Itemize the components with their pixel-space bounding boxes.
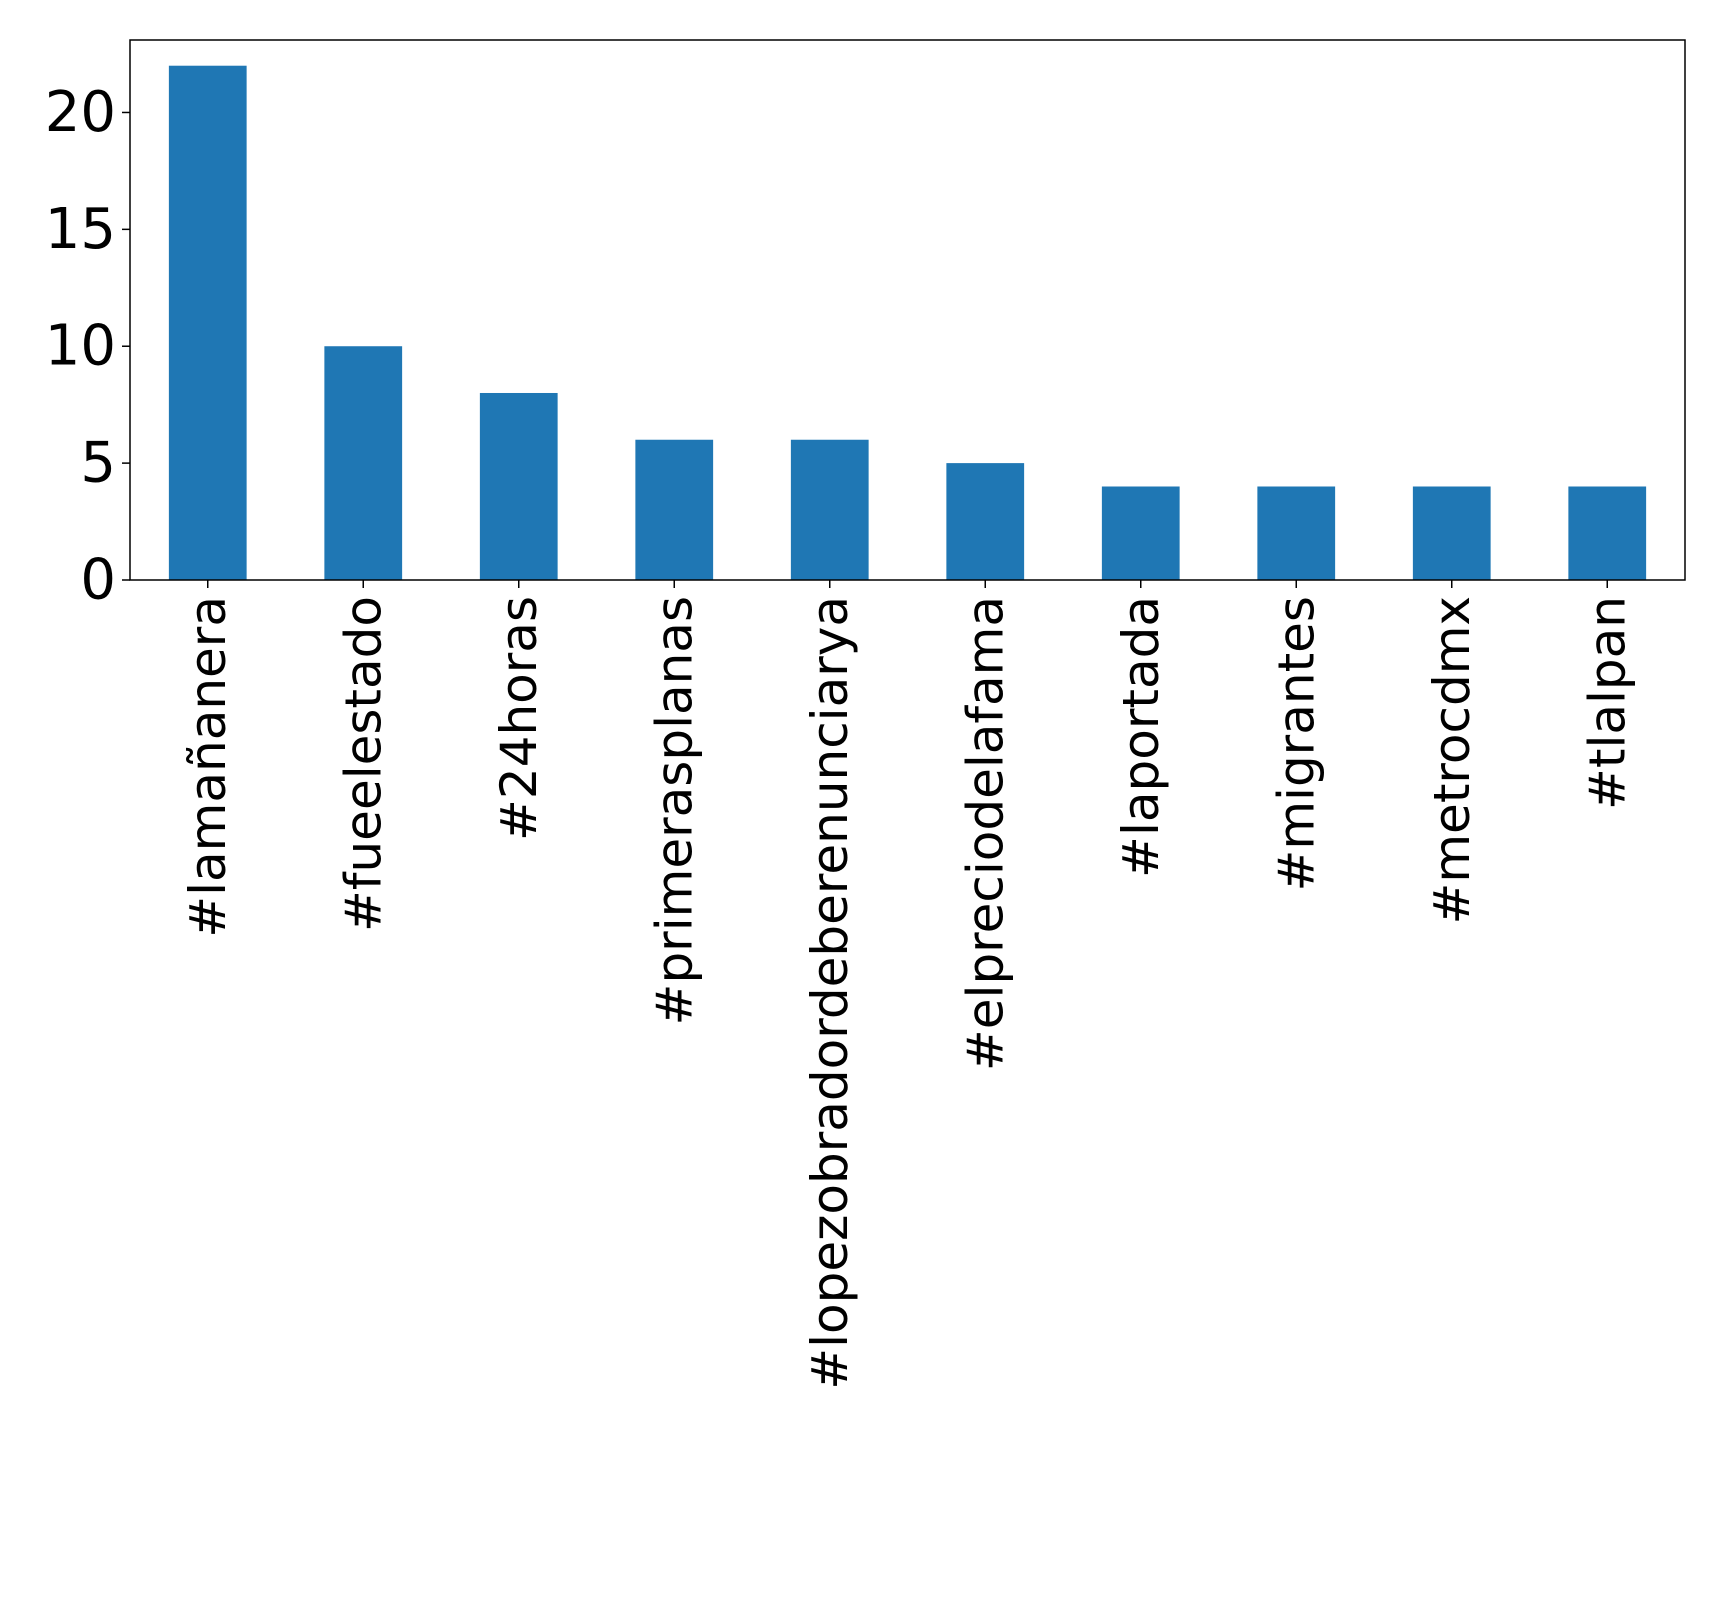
bars-group: [168, 65, 1647, 580]
y-tick-label: 20: [45, 80, 116, 145]
bar: [1412, 486, 1491, 580]
y-axis: 0 5 10 15 20: [45, 80, 130, 613]
y-tick-label: 10: [45, 314, 116, 379]
x-tick-label: #tlalpan: [1578, 596, 1636, 810]
y-tick-label: 5: [80, 431, 116, 496]
y-tick-label: 15: [45, 197, 116, 262]
plot-frame: [129, 39, 1686, 581]
x-tick-label: #migrantes: [1267, 596, 1325, 892]
bar: [1568, 486, 1647, 580]
bar: [946, 463, 1025, 580]
x-tick-label: #24horas: [490, 596, 548, 841]
bar: [479, 392, 558, 580]
bar: [790, 439, 869, 580]
bar: [168, 65, 247, 580]
bar: [1101, 486, 1180, 580]
x-tick-label: #fueelestado: [334, 596, 392, 932]
x-tick-label: #lamañanera: [179, 596, 237, 938]
bar: [635, 439, 714, 580]
x-tick-label: #primerasplanas: [645, 596, 703, 1025]
x-tick-label: #laportada: [1112, 596, 1170, 878]
x-tick-label: #metrocdmx: [1423, 596, 1481, 925]
bar: [324, 346, 403, 580]
x-tick-label: #lopezobradordeberenunciarya: [801, 596, 859, 1390]
y-tick-label: 0: [80, 548, 116, 613]
x-axis: #lamañanera #fueelestado #24horas #primeras…: [179, 580, 1636, 1390]
x-tick-label: #elpreciodelafama: [956, 596, 1014, 1071]
bar: [1257, 486, 1336, 580]
